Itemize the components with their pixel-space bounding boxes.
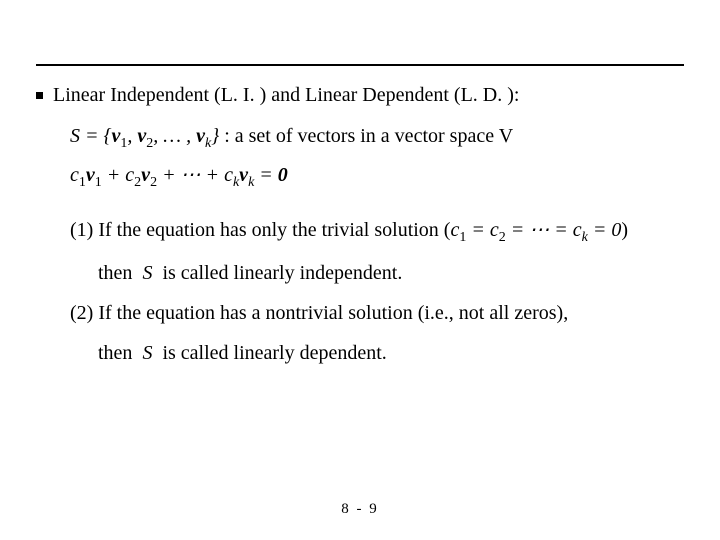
body-block: S = {v1, v2, … , vk} : a set of vectors … bbox=[70, 125, 684, 370]
linear-combination-eq: c1v1 + c2v2 + ⋯ + ckvk = 0 bbox=[70, 162, 684, 191]
title-row: Linear Independent (L. I. ) and Linear D… bbox=[36, 84, 684, 107]
cond1-prefix: (1) If the equation has only the trivial… bbox=[70, 219, 450, 241]
square-bullet-icon bbox=[36, 92, 43, 99]
set-definition-line: S = {v1, v2, … , vk} : a set of vectors … bbox=[70, 125, 684, 152]
set-description: : a set of vectors in a vector space V bbox=[224, 125, 513, 148]
condition-1-line1: (1) If the equation has only the trivial… bbox=[70, 213, 684, 250]
condition-1-line2: then S is called linearly independent. bbox=[70, 256, 684, 290]
condition-2-line2: then S is called linearly dependent. bbox=[70, 336, 684, 370]
cond1-trivial: c1 = c2 = ⋯ = ck = 0 bbox=[450, 219, 621, 241]
title-text: Linear Independent (L. I. ) and Linear D… bbox=[53, 84, 519, 107]
set-S: S bbox=[70, 125, 80, 147]
set-formula: S = {v1, v2, … , vk} bbox=[70, 125, 224, 147]
page-number: 8 - 9 bbox=[0, 501, 720, 518]
top-rule bbox=[36, 64, 684, 66]
cond1-suffix: ) bbox=[621, 219, 628, 241]
condition-2-line1: (2) If the equation has a nontrivial sol… bbox=[70, 296, 684, 330]
slide-content: Linear Independent (L. I. ) and Linear D… bbox=[36, 84, 684, 376]
